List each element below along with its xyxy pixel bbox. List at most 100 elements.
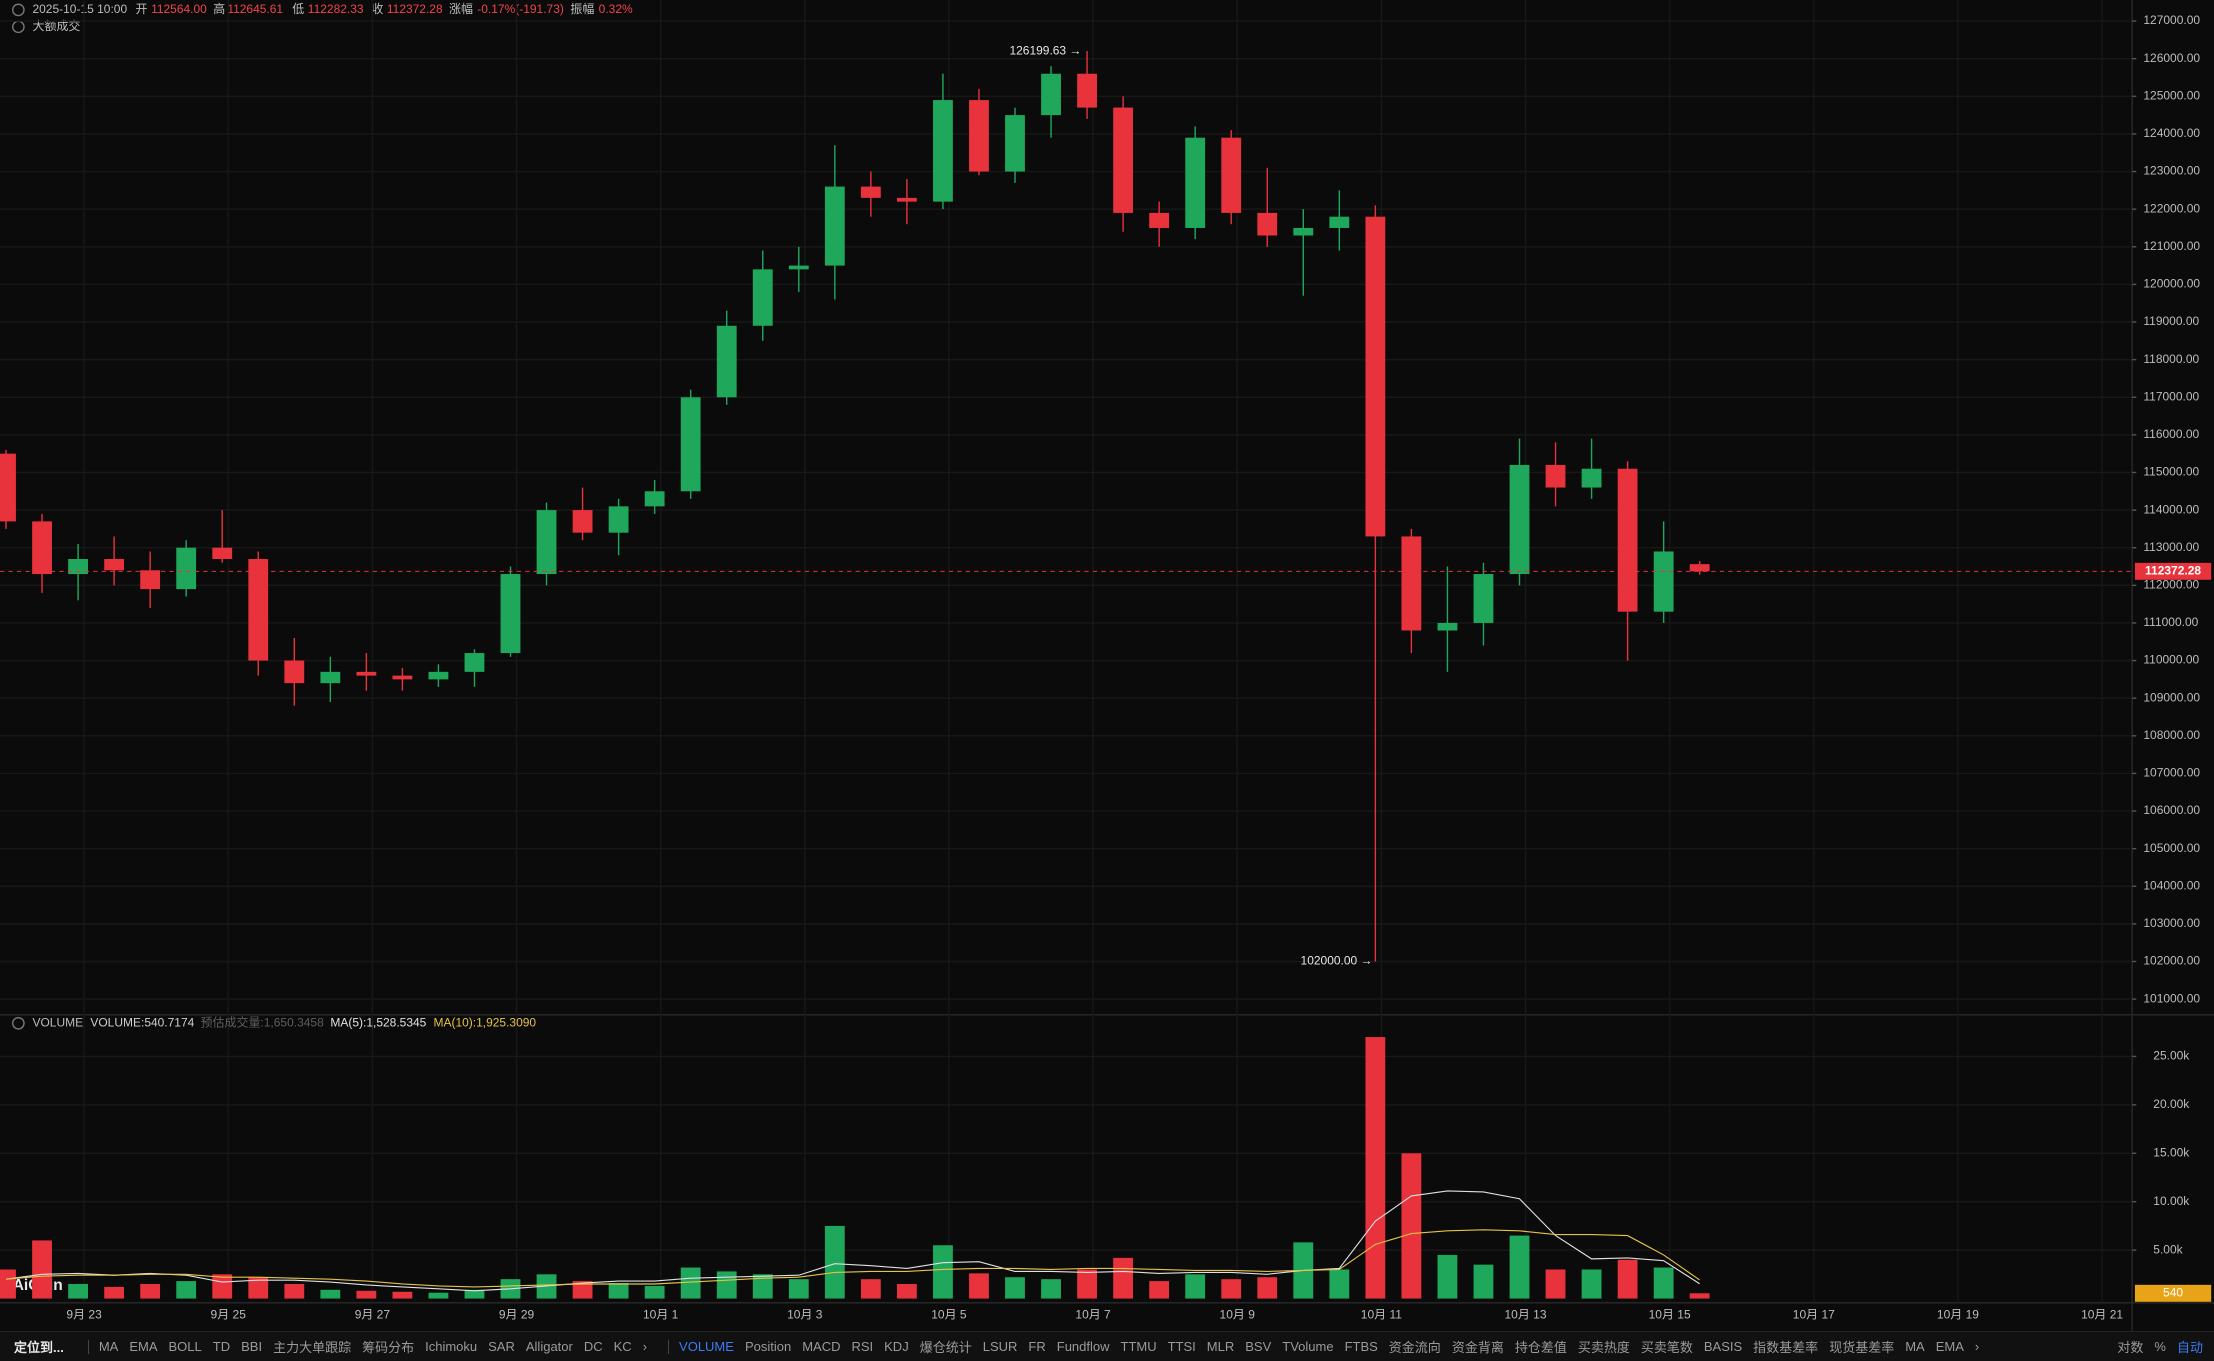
indicator-tab[interactable]: 资金背离 — [1451, 1340, 1504, 1355]
indicator-tab[interactable]: Fundflow — [1056, 1339, 1110, 1354]
indicator-tab[interactable]: 指数基差率 — [1753, 1340, 1819, 1355]
volume-bar — [1257, 1277, 1278, 1299]
candle-body — [1221, 137, 1242, 213]
candle-body — [933, 100, 953, 202]
toolbar: 定位到... MA EMA BOLL TD BBI 主力大单跟踪 筹码分布 Ichimoku SA… — [0, 1331, 2214, 1361]
volume-bar — [1077, 1269, 1097, 1299]
candle-body — [1473, 574, 1494, 623]
volume-bar — [969, 1273, 989, 1299]
indicator-tab[interactable]: RSI — [851, 1339, 874, 1354]
y-tick-label: 115000.00 — [2143, 465, 2199, 479]
x-tick-label: 10月 5 — [931, 1308, 967, 1322]
indicator-tab[interactable]: TTMU — [1120, 1339, 1157, 1354]
volume-bar — [860, 1279, 881, 1299]
indicator-tab[interactable]: TVolume — [1282, 1339, 1334, 1354]
indicator-tab[interactable]: Ichimoku — [425, 1339, 478, 1354]
candle-body — [1077, 73, 1097, 108]
volume-bar — [320, 1289, 341, 1299]
max-annotation: 126199.63 → — [1009, 43, 1081, 57]
indicator-tab[interactable]: VOLUME — [679, 1339, 734, 1354]
y-tick-label: 109000.00 — [2143, 690, 2200, 704]
indicator-tab[interactable]: BASIS — [1703, 1339, 1743, 1354]
indicator-tab[interactable]: BBI — [241, 1339, 263, 1354]
candle-body — [1365, 216, 1386, 537]
candle-body — [1581, 468, 1602, 488]
y-tick-label: 127000.00 — [2143, 13, 2200, 27]
header-label: 高 — [213, 1, 225, 16]
candle-body — [1545, 464, 1566, 488]
indicator-tab[interactable]: › — [1974, 1339, 1980, 1354]
y-tick-label: 103000.00 — [2143, 916, 2200, 930]
volume-bar — [356, 1290, 377, 1299]
indicator-tab[interactable]: KC — [613, 1339, 632, 1354]
indicator-tab[interactable]: FTBS — [1344, 1339, 1378, 1354]
candle-body — [140, 570, 161, 590]
y-tick-label: 121000.00 — [2143, 239, 2200, 253]
y-tick-label: 113000.00 — [2143, 540, 2199, 554]
indicator-tab[interactable]: 持仓差值 — [1514, 1340, 1567, 1355]
candle-body — [969, 100, 989, 172]
indicator-tab[interactable]: 爆仓统计 — [919, 1340, 972, 1355]
header-value: 112282.33 — [308, 2, 364, 16]
volume-bar — [752, 1274, 773, 1299]
indicator-tab[interactable]: › — [642, 1339, 648, 1354]
candle-body — [824, 186, 845, 266]
candle-body — [68, 559, 88, 575]
header-label: 涨幅 — [449, 1, 473, 16]
toggle-icon[interactable] — [12, 1016, 25, 1030]
volume-bar — [572, 1281, 593, 1299]
indicator-tab[interactable]: KDJ — [884, 1339, 909, 1354]
last-price-label: 112372.28 — [2145, 564, 2201, 578]
indicator-tab[interactable]: MA — [98, 1339, 119, 1354]
y-tick-label: 125000.00 — [2143, 88, 2200, 102]
indicator-tab[interactable]: BOLL — [168, 1339, 202, 1354]
candle-body — [608, 506, 629, 533]
x-tick-label: 10月 7 — [1075, 1308, 1111, 1322]
candle-body — [1437, 622, 1458, 631]
indicator-label[interactable]: 大额成交 — [32, 18, 80, 33]
min-annotation: 102000.00 → — [1301, 954, 1373, 968]
indicator-tab[interactable]: Alligator — [525, 1339, 573, 1354]
candle-body — [1653, 551, 1674, 612]
scale-option[interactable]: % — [2154, 1339, 2166, 1354]
indicator-tab[interactable]: FR — [1028, 1339, 1046, 1354]
volume-bar — [1617, 1259, 1638, 1299]
y-tick-label: 106000.00 — [2143, 803, 2200, 817]
indicator-tab[interactable]: SAR — [488, 1339, 515, 1354]
indicator-tab[interactable]: 筹码分布 — [362, 1340, 415, 1355]
indicator-tab[interactable]: 买卖笔数 — [1640, 1340, 1693, 1355]
y-tick-label: 112000.00 — [2143, 578, 2199, 592]
indicator-tab[interactable]: 现货基差率 — [1829, 1340, 1895, 1355]
indicator-tab[interactable]: 主力大单跟踪 — [273, 1340, 352, 1355]
indicator-tab[interactable]: Position — [744, 1339, 792, 1354]
volume-bar — [824, 1225, 845, 1299]
indicator-tab[interactable]: MA — [1905, 1339, 1925, 1354]
indicator-tab[interactable]: DC — [583, 1339, 603, 1354]
y-tick-label: 120000.00 — [2143, 277, 2200, 291]
candle-body — [428, 671, 449, 680]
legend-entry: MA(10):1,925.3090 — [433, 1015, 536, 1029]
indicator-tab[interactable]: BSV — [1245, 1339, 1272, 1354]
legend-entry: 预估成交量:1,650.3458 — [201, 1014, 325, 1029]
indicator-tab[interactable]: 资金流向 — [1388, 1340, 1441, 1355]
locate-button[interactable]: 定位到... — [14, 1340, 64, 1355]
indicator-tab[interactable]: TTSI — [1167, 1339, 1196, 1354]
y-tick-label: 110000.00 — [2143, 653, 2199, 667]
indicator-tab[interactable]: MLR — [1206, 1339, 1235, 1354]
indicator-tab[interactable]: EMA — [129, 1339, 158, 1354]
indicator-tab[interactable]: EMA — [1935, 1339, 1964, 1354]
scale-option[interactable]: 自动 — [2176, 1340, 2203, 1355]
header-label: 振幅 — [570, 1, 594, 16]
indicator-tab[interactable]: LSUR — [982, 1339, 1018, 1354]
toggle-icon[interactable] — [12, 3, 25, 17]
indicator-tab[interactable]: TD — [212, 1339, 231, 1354]
separator — [87, 1339, 89, 1354]
volume-bar — [1005, 1277, 1025, 1299]
candle-body — [284, 660, 305, 684]
indicator-tab[interactable]: 买卖热度 — [1577, 1340, 1630, 1355]
indicator-tab[interactable]: MACD — [802, 1339, 841, 1354]
scale-option[interactable]: 对数 — [2117, 1340, 2144, 1355]
volume-bar — [1545, 1269, 1566, 1299]
candle-body — [752, 269, 773, 326]
